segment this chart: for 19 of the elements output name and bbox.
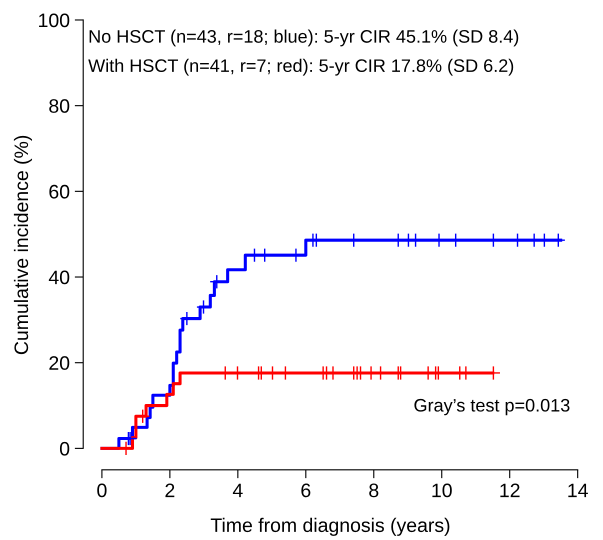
annotation: With HSCT (n=41, r=7; red): 5-yr CIR 17.8% (SD 6.2) [88, 58, 514, 76]
y-tick-label: 80 [49, 99, 70, 113]
x-tick-label: 12 [500, 484, 520, 498]
x-tick-label: 8 [369, 484, 378, 498]
annotation: Gray’s test p=0.013 [414, 398, 570, 416]
annotation: No HSCT (n=43, r=18; blue): 5-yr CIR 45.1% (SD 8.4) [90, 30, 518, 46]
x-tick-label: 4 [232, 484, 243, 498]
y-axis-title: Cumulative incidence (%) [14, 136, 32, 354]
y-tick-label: 0 [60, 442, 70, 456]
x-tick-label: 2 [165, 484, 174, 498]
x-tick-label: 10 [432, 484, 452, 498]
x-tick-label: 14 [568, 484, 588, 498]
y-tick-label: 20 [49, 356, 70, 370]
y-tick-label: 100 [39, 13, 70, 28]
y-tick-label: 40 [48, 270, 70, 284]
y-tick-label: 60 [49, 184, 70, 199]
x-tick-label: 6 [301, 484, 310, 498]
x-tick-label: 0 [97, 484, 107, 498]
x-axis-title: Time from diagnosis (years) [210, 518, 450, 536]
